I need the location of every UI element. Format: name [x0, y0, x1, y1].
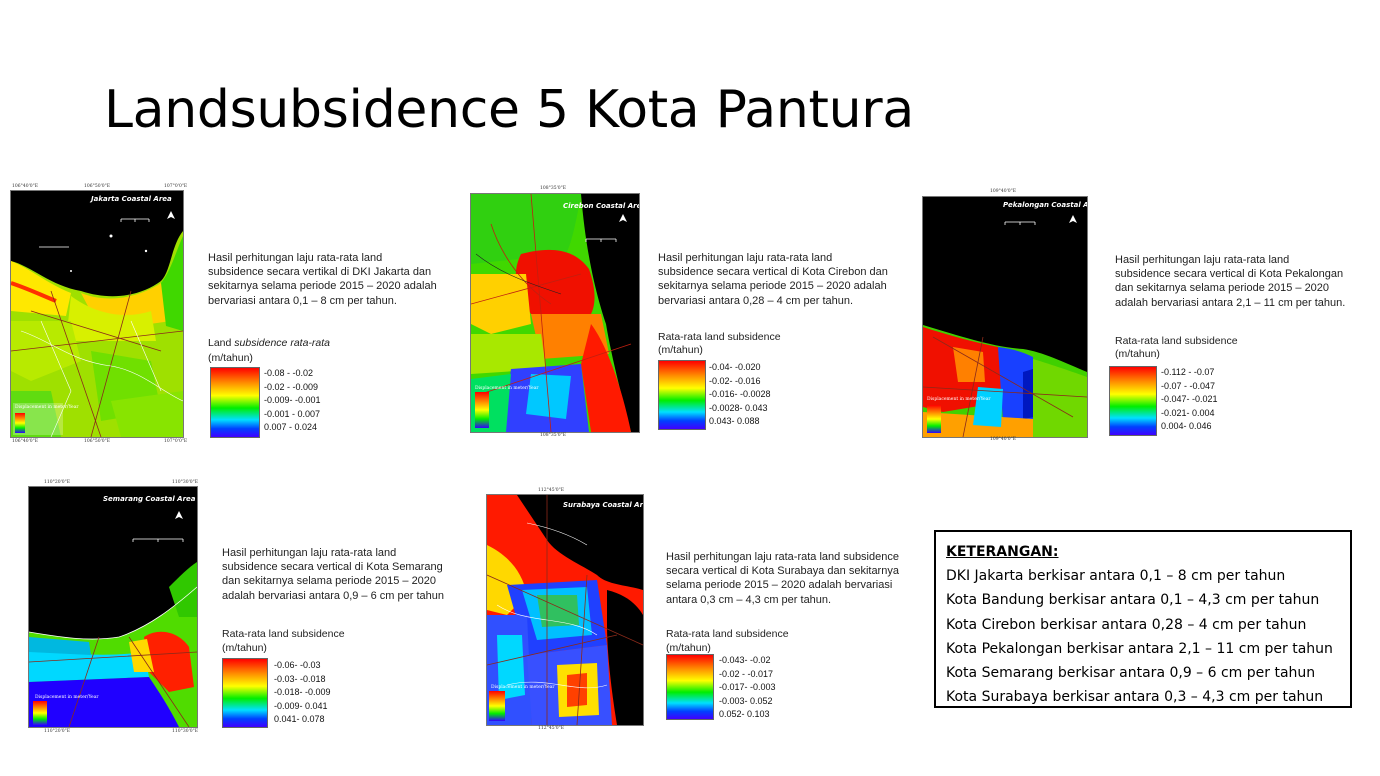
map-coord-label: 106°50'0"E — [84, 184, 111, 189]
keterangan-line: DKI Jakarta berkisar antara 0,1 – 8 cm p… — [946, 568, 1286, 585]
inner-legend-title: Displacement in meter/Year — [491, 685, 555, 690]
pekalongan-legend-unit: (m/tahun) — [1115, 348, 1160, 360]
jakarta-legend-unit: (m/tahun) — [208, 352, 253, 364]
map-coord-label: 107°0'0"E — [164, 184, 188, 189]
map-title: Pekalongan Coastal Area — [1003, 201, 1087, 209]
semarang-legend-title: Rata-rata land subsidence — [222, 628, 345, 640]
surabaya-legend-title: Rata-rata land subsidence — [666, 628, 789, 640]
map-coord-label: 110°20'0"E — [44, 480, 71, 485]
map-coord-label: 106°40'0"E — [12, 439, 39, 444]
jakarta-description: Hasil perhitungan laju rata-rata land su… — [208, 252, 437, 307]
pekalongan-legend-labels: -0.112 - -0.07 -0.07 - -0.047 -0.047- -0… — [1161, 367, 1218, 431]
map-title: Semarang Coastal Area — [103, 495, 196, 503]
map-coord-label: 110°20'0"E — [44, 729, 71, 734]
semarang-legend-unit: (m/tahun) — [222, 642, 267, 654]
semarang-legend-color-ramp — [222, 658, 268, 728]
map-title: Jakarta Coastal Area — [91, 195, 172, 203]
jakarta-legend-labels: -0.08 - -0.02 -0.02 - -0.009 -0.009- -0.… — [264, 368, 321, 432]
keterangan-title: KETERANGAN: — [946, 544, 1059, 560]
jakarta-legend-title: Land subsidence rata-rata — [208, 337, 331, 349]
semarang-legend-labels: -0.06- -0.03 -0.03- -0.018 -0.018- -0.00… — [274, 660, 331, 724]
inner-legend-title: Displacement in meter/Year — [927, 397, 991, 402]
pekalongan-description: Hasil perhitungan laju rata-rata land su… — [1115, 254, 1346, 309]
inner-legend-title: Displacement in meter/Year — [15, 405, 79, 410]
map-coord-label: 112°45'0"E — [538, 488, 565, 493]
surabaya-legend-labels: -0.043- -0.02 -0.02 - -0.017 -0.017- -0.… — [719, 655, 776, 719]
cirebon-legend-labels: -0.04- -0.020 -0.02- -0.016 -0.016- -0.0… — [709, 362, 771, 426]
map-coord-label: 110°30'0"E — [172, 729, 199, 734]
cirebon-legend-title: Rata-rata land subsidence — [658, 331, 781, 343]
map-coord-label: 108°35'0"E — [540, 186, 567, 191]
map-coord-label: 107°0'0"E — [164, 439, 188, 444]
cirebon-legend-unit: (m/tahun) — [658, 344, 703, 356]
keterangan-line: Kota Semarang berkisar antara 0,9 – 6 cm… — [946, 665, 1316, 682]
map-coord-label: 109°40'0"E — [990, 189, 1017, 194]
semarang-subsidence-map: Semarang Coastal Area Displacement in me… — [28, 486, 198, 728]
map-coord-label: 109°40'0"E — [990, 437, 1017, 442]
map-coord-label: 106°40'0"E — [12, 184, 39, 189]
surabaya-subsidence-map: Surabaya Coastal Area Displacement in me… — [486, 494, 644, 726]
map-coord-label: 106°50'0"E — [84, 439, 111, 444]
pekalongan-subsidence-map: Pekalongan Coastal Area Displacement in … — [922, 196, 1088, 438]
slide-title: Landsubsidence 5 Kota Pantura — [104, 80, 914, 140]
pekalongan-legend-title: Rata-rata land subsidence — [1115, 335, 1238, 347]
cirebon-legend-color-ramp — [658, 360, 706, 430]
surabaya-legend-color-ramp — [666, 654, 714, 720]
keterangan-line: Kota Surabaya berkisar antara 0,3 – 4,3 … — [946, 689, 1324, 706]
map-title: Surabaya Coastal Area — [563, 501, 644, 509]
inner-legend-title: Displacement in meter/Year — [475, 386, 539, 391]
pekalongan-legend-color-ramp — [1109, 366, 1157, 436]
keterangan-box: KETERANGAN: DKI Jakarta berkisar antara … — [934, 530, 1352, 708]
cirebon-subsidence-map: Cirebon Coastal Area Displacement in met… — [470, 193, 640, 433]
surabaya-description: Hasil perhitungan laju rata-rata land su… — [666, 551, 899, 606]
surabaya-legend-unit: (m/tahun) — [666, 642, 711, 654]
keterangan-line: Kota Pekalongan berkisar antara 2,1 – 11… — [946, 640, 1333, 657]
keterangan-line: Kota Bandung berkisar antara 0,1 – 4,3 c… — [946, 592, 1320, 609]
map-title: Cirebon Coastal Area — [563, 202, 640, 210]
jakarta-legend-color-ramp — [210, 367, 260, 438]
jakarta-subsidence-map: Jakarta Coastal Area Displacement in met… — [10, 190, 184, 438]
inner-legend-title: Displacement in meter/Year — [35, 695, 99, 700]
map-coord-label: 108°35'0"E — [540, 433, 567, 438]
map-coord-label: 112°45'0"E — [538, 726, 565, 731]
map-coord-label: 110°30'0"E — [172, 480, 199, 485]
semarang-description: Hasil perhitungan laju rata-rata land su… — [222, 547, 444, 602]
keterangan-line: Kota Cirebon berkisar antara 0,28 – 4 cm… — [946, 616, 1307, 633]
cirebon-description: Hasil perhitungan laju rata-rata land su… — [658, 252, 888, 307]
